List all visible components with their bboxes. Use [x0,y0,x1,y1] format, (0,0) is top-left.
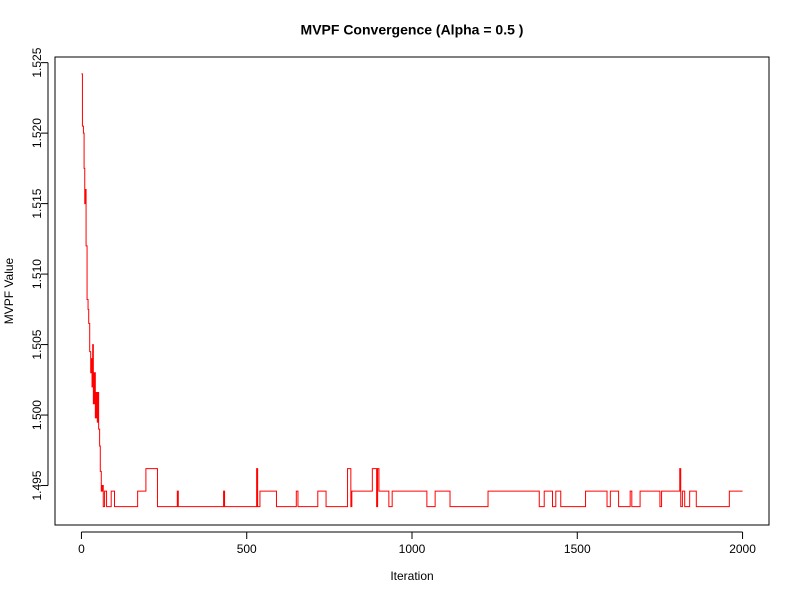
data-line [81,73,743,508]
x-tick-label: 0 [78,542,85,556]
y-axis-label: MVPF Value [2,257,16,324]
chart-title: MVPF Convergence (Alpha = 0.5 ) [301,22,524,38]
y-tick-label: 1.510 [30,259,44,289]
y-tick-label: 1.505 [30,329,44,359]
y-tick-label: 1.525 [30,47,44,77]
y-tick-label: 1.495 [30,470,44,500]
y-tick-label: 1.515 [30,188,44,218]
y-tick-label: 1.500 [30,400,44,430]
x-tick-label: 500 [237,542,257,556]
x-tick-label: 1000 [399,542,426,556]
x-axis-label: Iteration [390,569,433,583]
y-tick-label: 1.520 [30,118,44,148]
plot-frame [54,56,770,526]
x-tick-label: 2000 [729,542,756,556]
x-tick-label: 1500 [564,542,591,556]
